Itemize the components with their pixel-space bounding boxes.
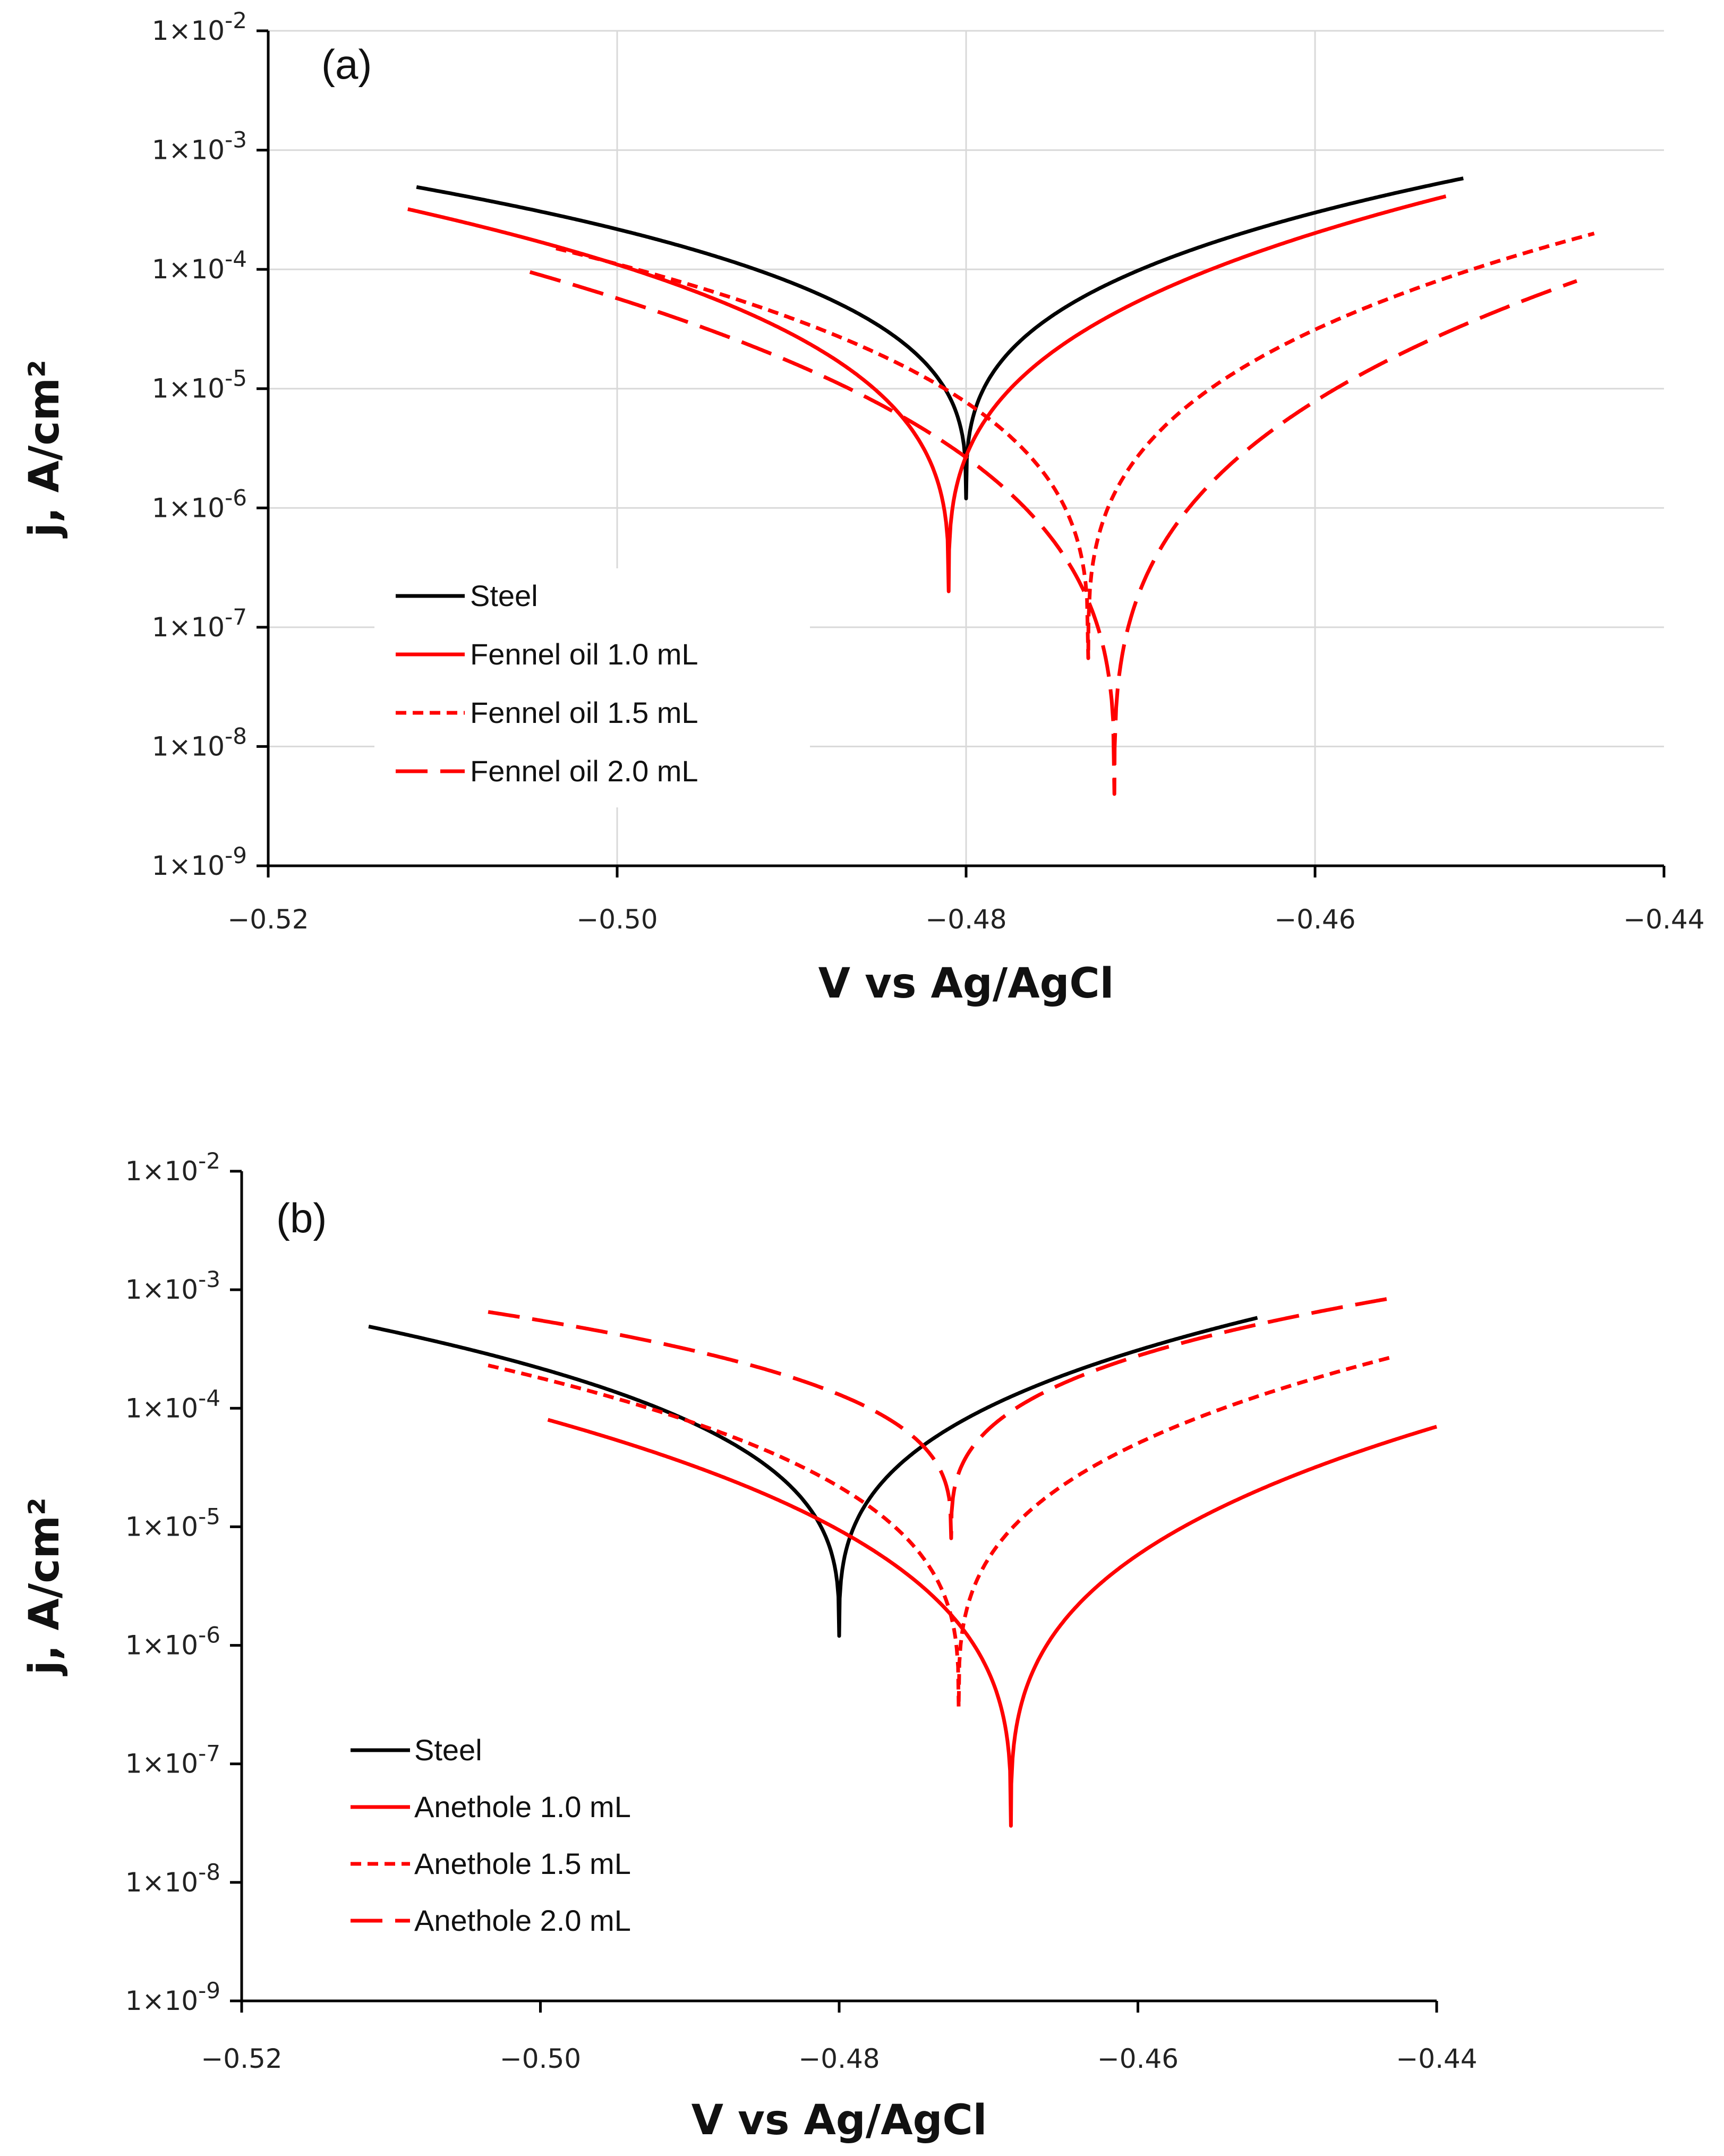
legend-label: Anethole 1.0 mL (414, 1790, 631, 1823)
y-tick-label: 1×10-3 (152, 127, 247, 166)
legend-label: Fennel oil 1.5 mL (470, 696, 698, 729)
legend-label: Fennel oil 1.0 mL (470, 637, 698, 671)
series-line-1 (368, 1316, 1258, 1638)
x-tick-label: −0.50 (576, 904, 658, 935)
panel-label: (b) (276, 1195, 327, 1241)
x-tick-label: −0.46 (1097, 2043, 1179, 2074)
y-tick-label: 1×10-4 (125, 1385, 220, 1424)
legend: Steel Anethole 1.0 mL Anethole 1.5 mL Aneth… (340, 1721, 701, 1955)
y-tick-label: 1×10-5 (125, 1503, 220, 1542)
chart-panel-b: −0.52 −0.50 −0.48 −0.46 −0.44 1×10-2 1×10-3 1×1… (21, 1148, 1478, 2144)
y-tick-label: 1×10-7 (125, 1741, 220, 1779)
y-tick-label: 1×10-2 (125, 1148, 220, 1187)
series-line-3 (556, 232, 1595, 660)
x-axis-title: V vs Ag/AgCl (692, 2097, 987, 2144)
series-line-3 (488, 1355, 1393, 1709)
series-line-2 (407, 194, 1447, 593)
y-tick-label: 1×10-9 (125, 1978, 220, 2016)
y-tick-label: 1×10-8 (152, 723, 247, 762)
series-line-4 (488, 1296, 1393, 1540)
legend-label: Steel (414, 1733, 482, 1767)
y-tick-label: 1×10-7 (152, 604, 247, 643)
legend-label: Steel (470, 579, 538, 612)
panel-label: (a) (321, 41, 372, 88)
x-tick-label: −0.44 (1623, 904, 1704, 935)
x-tick-label: −0.52 (227, 904, 309, 935)
y-tick-label: 1×10-3 (125, 1266, 220, 1305)
legend-background (374, 568, 810, 807)
y-tick-label: 1×10-9 (152, 842, 247, 881)
series-line-4 (529, 270, 1577, 796)
legend-background (340, 1721, 701, 1955)
x-axis-title: V vs Ag/AgCl (818, 960, 1114, 1008)
y-tick-label: 1×10-6 (125, 1622, 220, 1661)
x-tick-label: −0.48 (798, 2043, 880, 2074)
y-tick-label: 1×10-4 (152, 246, 247, 285)
legend-label: Fennel oil 2.0 mL (470, 754, 698, 788)
y-tick-label: 1×10-2 (152, 7, 247, 46)
x-tick-label: −0.44 (1396, 2043, 1477, 2074)
x-tick-label: −0.48 (925, 904, 1006, 935)
y-tick-label: 1×10-8 (125, 1859, 220, 1898)
x-tick-label: −0.46 (1274, 904, 1355, 935)
y-axis-title: j, A/cm² (21, 1497, 69, 1676)
y-tick-label: 1×10-6 (152, 484, 247, 523)
series-line-1 (416, 176, 1464, 500)
x-tick-label: −0.52 (201, 2043, 282, 2074)
legend-label: Anethole 2.0 mL (414, 1904, 631, 1937)
x-tick-label: −0.50 (500, 2043, 581, 2074)
y-axis-title: j, A/cm² (21, 360, 69, 539)
y-tick-label: 1×10-5 (152, 365, 247, 404)
series-line-2 (547, 1418, 1438, 1828)
legend-label: Anethole 1.5 mL (414, 1847, 631, 1880)
legend: Steel Fennel oil 1.0 mL Fennel oil 1.5 mL F… (374, 568, 810, 807)
chart-panel-a: −0.52 −0.50 −0.48 −0.46 −0.44 1×10-2 1×10-3 1×1… (21, 7, 1705, 1008)
